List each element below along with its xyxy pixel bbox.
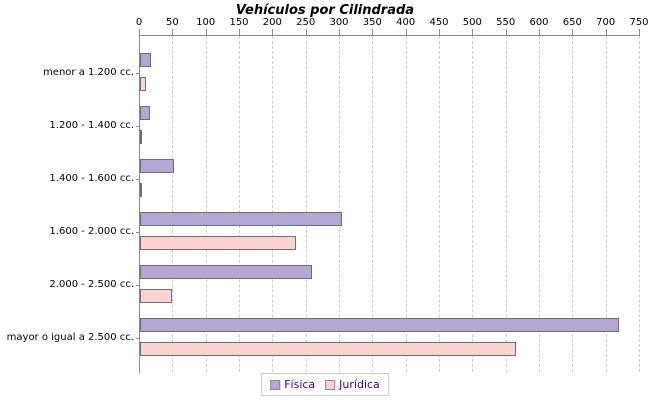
y-axis-tick	[136, 73, 139, 74]
legend-item: Jurídica	[325, 378, 380, 391]
x-axis-tick	[605, 29, 607, 35]
gridline	[439, 36, 440, 372]
y-axis-tick	[136, 338, 139, 339]
gridline	[572, 36, 574, 372]
y-axis-tick	[136, 232, 139, 233]
x-axis-tick	[472, 29, 474, 35]
bar-juridica	[140, 77, 146, 91]
legend-label: Jurídica	[339, 378, 380, 391]
gridline	[372, 36, 374, 372]
x-axis-tick	[205, 29, 207, 35]
x-axis-tick	[172, 29, 174, 35]
y-category-label: menor a 1.200 cc.	[43, 66, 134, 78]
x-axis-tick	[505, 29, 507, 35]
gridline	[472, 36, 474, 372]
bar-juridica	[140, 236, 296, 250]
gridline	[272, 36, 274, 372]
x-axis-tick	[272, 29, 274, 35]
x-tick-label: 600	[529, 17, 549, 28]
legend-swatch-fisica	[270, 379, 281, 390]
x-tick-label: 750	[629, 17, 649, 28]
bar-fisica	[140, 106, 150, 120]
y-category-label: 1.200 - 1.400 cc.	[49, 119, 134, 131]
bar-juridica	[140, 289, 172, 303]
gridline	[305, 36, 307, 372]
x-axis-tick	[539, 29, 540, 35]
chart-title: Vehículos por Cilindrada	[235, 3, 415, 18]
x-tick-label: 700	[596, 17, 616, 28]
gridline	[339, 36, 340, 372]
gridline	[172, 36, 174, 372]
bar-juridica	[140, 183, 142, 197]
y-axis-tick	[136, 126, 139, 127]
x-axis-tick	[372, 29, 374, 35]
gridline	[405, 36, 407, 372]
x-tick-label: 650	[562, 17, 582, 28]
x-axis-line	[139, 35, 640, 36]
x-axis-tick	[572, 29, 574, 35]
legend: Física Jurídica	[261, 373, 389, 396]
bar-fisica	[140, 159, 174, 173]
gridline	[239, 36, 240, 372]
legend-label: Física	[284, 378, 316, 391]
legend-swatch-juridica	[325, 379, 336, 390]
y-axis-tick	[136, 179, 139, 180]
x-tick-label: 100	[196, 17, 216, 28]
x-axis-tick	[339, 29, 340, 35]
x-tick-label: 50	[165, 17, 179, 28]
y-category-label: mayor o igual a 2.500 cc.	[6, 331, 134, 343]
y-category-label: 2.000 - 2.500 cc.	[49, 278, 134, 290]
x-tick-label: 500	[462, 17, 482, 28]
bar-fisica	[140, 265, 312, 279]
y-axis-line	[139, 35, 140, 373]
x-tick-label: 450	[429, 17, 449, 28]
x-axis-tick	[305, 29, 307, 35]
gridline	[605, 36, 607, 372]
x-tick-label: 300	[329, 17, 349, 28]
gridline	[205, 36, 207, 372]
bar-fisica	[140, 212, 342, 226]
bar-juridica	[140, 130, 142, 144]
x-axis-tick	[239, 29, 240, 35]
y-axis-tick	[136, 285, 139, 286]
x-axis-tick	[439, 29, 440, 35]
x-axis-tick	[639, 29, 640, 35]
bar-fisica	[140, 318, 619, 332]
bar-juridica	[140, 342, 516, 356]
x-tick-label: 0	[135, 17, 143, 28]
x-tick-label: 150	[229, 17, 249, 28]
x-tick-label: 250	[296, 17, 316, 28]
bar-fisica	[140, 53, 151, 67]
x-axis-tick	[405, 29, 407, 35]
gridline	[539, 36, 540, 372]
x-tick-label: 350	[362, 17, 382, 28]
gridline	[505, 36, 507, 372]
x-tick-label: 200	[262, 17, 282, 28]
legend-item: Física	[270, 378, 315, 391]
y-category-label: 1.400 - 1.600 cc.	[49, 172, 134, 184]
x-tick-label: 400	[396, 17, 416, 28]
gridline	[639, 36, 640, 372]
x-tick-label: 550	[496, 17, 516, 28]
y-category-label: 1.600 - 2.000 cc.	[49, 225, 134, 237]
x-axis-tick	[139, 29, 140, 35]
